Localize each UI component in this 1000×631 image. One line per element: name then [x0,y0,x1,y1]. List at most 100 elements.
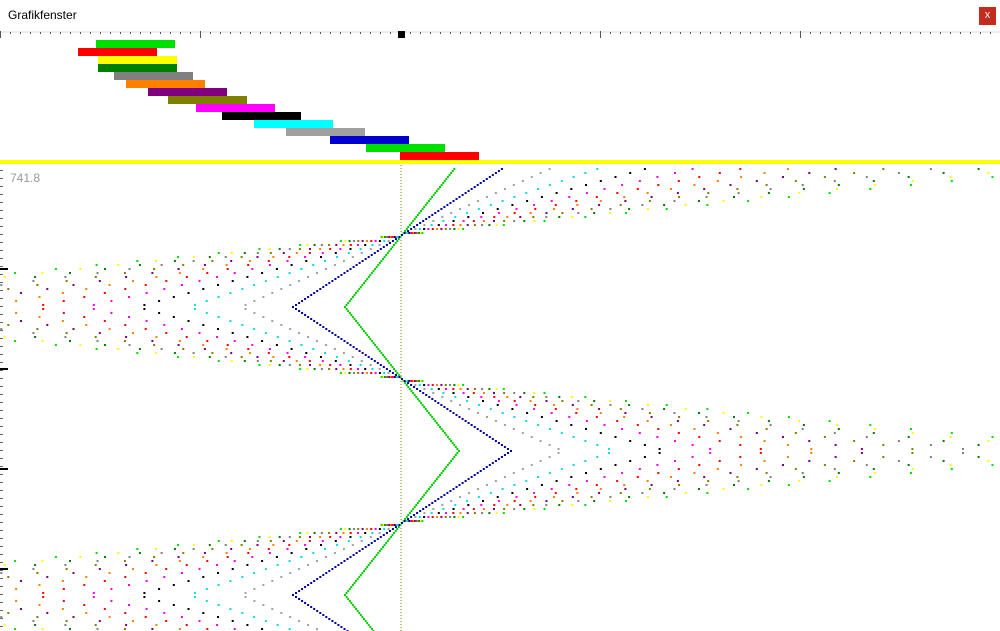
trace-dot [656,176,659,178]
trace-dot [361,284,364,286]
trace-dot [301,312,304,314]
trace-dot [577,400,580,402]
trace-dot [38,604,41,606]
ruler-tick [490,32,491,34]
trace-dot [657,184,660,186]
trace-dot [949,176,952,178]
trace-dot [507,448,509,450]
trace-dot [495,224,498,226]
trace-dot [434,420,437,422]
trace-dot [216,336,219,338]
trace-dot [434,212,437,214]
axis-tick [0,354,3,355]
trace-dot [370,372,373,374]
trace-dot [276,336,279,338]
trace-dot [335,356,338,358]
trace-dot [253,572,256,574]
trace-dot [493,392,495,394]
trace-dot [385,376,387,378]
trace-dot [258,248,261,250]
trace-dot [7,576,10,578]
axis-major-tick [0,468,8,470]
trace-dot [412,232,415,234]
trace-dot [298,620,301,622]
trace-dot [398,236,400,238]
ruler-tick [460,32,461,34]
trace-dot [448,174,451,176]
trace-dot [501,488,504,490]
trace-dot [625,500,627,502]
ruler-tick [80,32,81,34]
trace-dot [217,328,219,330]
trace-dot [364,368,367,370]
trace-dot [411,232,414,234]
close-button[interactable]: x [979,7,996,25]
trace-dot [513,400,516,402]
trace-dot [211,548,214,550]
trace-dot [322,574,325,576]
trace-dot [290,348,293,350]
trace-dot [641,408,644,410]
trace-dot [96,628,99,630]
trace-dot [415,380,418,382]
trace-dot [537,476,540,478]
trace-dot [453,228,456,230]
ruler-tick [360,32,361,34]
trace-dot [442,430,445,432]
trace-dot [440,496,443,498]
trace-dot [394,238,397,240]
trace-dot [193,308,196,310]
trace-dot [452,412,455,414]
trace-dot [364,546,367,548]
trace-dot [625,400,627,402]
trace-dot [404,382,407,384]
trace-dot [570,424,573,426]
trace-dot [128,344,131,346]
trace-dot [401,522,403,524]
trace-dot [500,168,503,170]
trace-dot [361,260,364,262]
trace-dot [593,500,596,502]
ruler-tick [740,32,741,34]
trace-dot [747,412,750,414]
trace-dot [497,442,500,444]
trace-dot [414,520,417,522]
ruler-tick [570,32,571,34]
trace-dot [417,232,419,234]
trace-dot [418,500,421,502]
trace-dot [405,228,408,230]
trace-dot [385,254,388,256]
trace-dot [572,464,575,466]
trace-dot [423,206,426,208]
trace-dot [355,580,358,582]
trace-dot [440,516,443,518]
trace-dot [288,256,291,258]
trace-dot [144,328,147,330]
trace-dot [448,462,451,464]
trace-dot [198,332,201,334]
trace-dot [593,212,596,214]
trace-dot [763,440,766,442]
ruler-tick [200,31,201,38]
trace-dot [94,336,97,338]
trace-dot [646,420,649,422]
trace-dot [942,440,945,442]
trace-dot [488,176,491,178]
trace-dot [391,528,394,530]
trace-dot [513,212,516,214]
axis-tick [0,418,3,419]
trace-dot [834,168,837,170]
trace-dot [429,486,432,488]
trace-dot [521,468,524,470]
trace-dot [387,372,390,374]
trace-dot [402,520,405,522]
trace-dot [823,176,826,178]
axis-tick [0,346,3,347]
trace-dot [458,484,461,486]
trace-dot [684,204,687,206]
trace-dot [233,340,236,342]
trace-dot [502,224,505,226]
trace-dot [62,588,65,590]
trace-dot [575,488,578,490]
trace-dot [348,588,351,590]
